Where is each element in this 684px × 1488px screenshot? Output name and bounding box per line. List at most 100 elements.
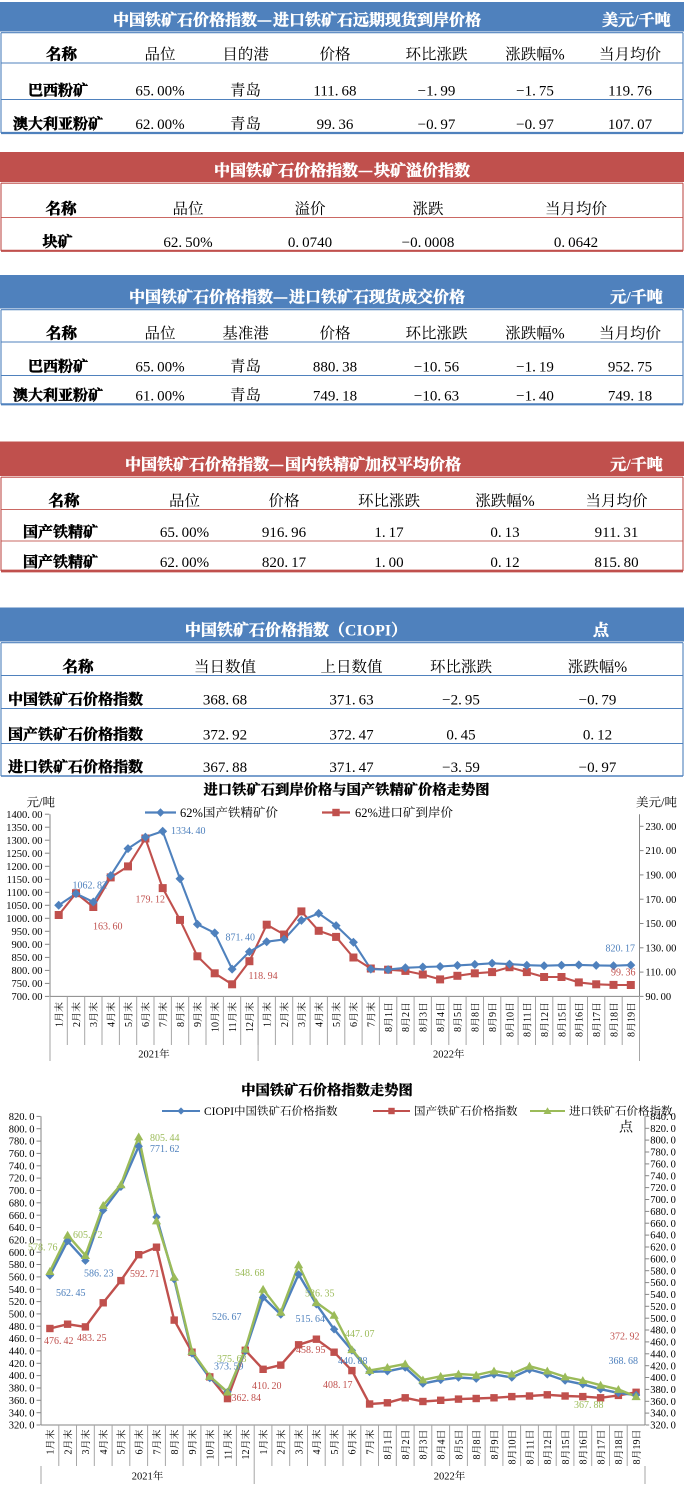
svg-text:600. 0: 600. 0 bbox=[9, 1248, 35, 1259]
svg-text:8: 8 bbox=[579, 1460, 590, 1465]
svg-text:3: 3 bbox=[297, 1022, 308, 1027]
svg-text:578. 76: 578. 76 bbox=[28, 1243, 58, 1254]
svg-text:62%: 62% bbox=[355, 806, 378, 820]
svg-text:771. 62: 771. 62 bbox=[150, 1144, 180, 1155]
svg-text:520. 0: 520. 0 bbox=[650, 1302, 676, 1313]
svg-text:373. 59: 373. 59 bbox=[214, 1362, 244, 1373]
svg-text:5: 5 bbox=[332, 1022, 343, 1027]
svg-text:740. 0: 740. 0 bbox=[650, 1171, 676, 1182]
svg-text:680. 0: 680. 0 bbox=[9, 1198, 35, 1209]
svg-text:8: 8 bbox=[437, 1455, 448, 1460]
svg-text:17: 17 bbox=[592, 1012, 603, 1022]
svg-text:320. 0: 320. 0 bbox=[9, 1421, 35, 1432]
svg-text:1: 1 bbox=[259, 1450, 270, 1455]
svg-text:871. 40: 871. 40 bbox=[226, 933, 256, 944]
svg-text:372. 47: 372. 47 bbox=[329, 728, 374, 744]
svg-text:600. 0: 600. 0 bbox=[650, 1254, 676, 1265]
svg-text:7: 7 bbox=[159, 1022, 170, 1027]
svg-text:3: 3 bbox=[81, 1450, 92, 1455]
svg-text:580. 0: 580. 0 bbox=[650, 1266, 676, 1277]
svg-text:480. 0: 480. 0 bbox=[9, 1322, 35, 1333]
svg-text:8: 8 bbox=[614, 1460, 625, 1465]
svg-text:1400. 00: 1400. 00 bbox=[6, 810, 42, 821]
svg-text:0. 12: 0. 12 bbox=[490, 555, 519, 571]
svg-text:−0. 97: −0. 97 bbox=[579, 760, 617, 776]
svg-text:8: 8 bbox=[384, 1027, 395, 1032]
svg-text:540. 0: 540. 0 bbox=[9, 1285, 35, 1296]
svg-text:%: % bbox=[552, 47, 565, 64]
svg-text:65. 00%: 65. 00% bbox=[135, 360, 184, 376]
svg-text:11: 11 bbox=[523, 1012, 534, 1022]
svg-text:1000. 00: 1000. 00 bbox=[6, 914, 42, 925]
svg-text:400. 0: 400. 0 bbox=[9, 1371, 35, 1382]
svg-text:/: / bbox=[39, 796, 43, 810]
svg-text:4: 4 bbox=[437, 1440, 448, 1445]
svg-text:9: 9 bbox=[193, 1022, 204, 1027]
svg-text:−0. 0008: −0. 0008 bbox=[402, 235, 455, 251]
svg-text:210. 00: 210. 00 bbox=[645, 846, 676, 857]
svg-text:605. 72: 605. 72 bbox=[73, 1230, 103, 1241]
svg-text:916. 96: 916. 96 bbox=[262, 525, 307, 541]
svg-text:8: 8 bbox=[488, 1027, 499, 1032]
svg-text:3: 3 bbox=[419, 1440, 430, 1445]
svg-text:371. 63: 371. 63 bbox=[329, 693, 373, 709]
svg-text:700. 00: 700. 00 bbox=[12, 992, 43, 1003]
svg-text:750. 00: 750. 00 bbox=[12, 979, 43, 990]
svg-text:360. 0: 360. 0 bbox=[650, 1397, 676, 1408]
svg-text:3: 3 bbox=[294, 1450, 305, 1455]
svg-text:/: / bbox=[625, 457, 631, 474]
svg-text:10: 10 bbox=[206, 1450, 217, 1460]
svg-text:2: 2 bbox=[277, 1450, 288, 1455]
svg-text:−2. 95: −2. 95 bbox=[442, 693, 480, 709]
svg-text:720. 0: 720. 0 bbox=[9, 1174, 35, 1185]
svg-text:10: 10 bbox=[508, 1440, 519, 1450]
svg-text:911. 31: 911. 31 bbox=[595, 525, 639, 541]
svg-text:8: 8 bbox=[383, 1455, 394, 1460]
svg-text:592. 71: 592. 71 bbox=[130, 1269, 160, 1280]
svg-text:9: 9 bbox=[490, 1440, 501, 1445]
svg-text:1050. 00: 1050. 00 bbox=[6, 901, 42, 912]
svg-text:0. 0740: 0. 0740 bbox=[288, 235, 332, 251]
svg-text:118. 94: 118. 94 bbox=[249, 971, 278, 982]
svg-text:7: 7 bbox=[365, 1450, 376, 1455]
svg-text:4: 4 bbox=[107, 1022, 118, 1027]
svg-text:4: 4 bbox=[436, 1012, 447, 1017]
svg-text:18: 18 bbox=[614, 1440, 625, 1450]
svg-text:150. 00: 150. 00 bbox=[645, 919, 676, 930]
svg-text:8: 8 bbox=[557, 1032, 568, 1037]
svg-text:10: 10 bbox=[211, 1022, 222, 1032]
svg-text:16: 16 bbox=[575, 1012, 586, 1022]
svg-text:815. 80: 815. 80 bbox=[594, 555, 638, 571]
svg-text:−1. 19: −1. 19 bbox=[516, 360, 554, 376]
svg-text:19: 19 bbox=[632, 1440, 643, 1450]
svg-text:3: 3 bbox=[89, 1022, 100, 1027]
svg-text:8: 8 bbox=[436, 1027, 447, 1032]
svg-text:8: 8 bbox=[540, 1032, 551, 1037]
svg-text:8: 8 bbox=[419, 1027, 430, 1032]
svg-text:620. 0: 620. 0 bbox=[650, 1243, 676, 1254]
svg-text:380. 0: 380. 0 bbox=[650, 1385, 676, 1396]
svg-text:562. 45: 562. 45 bbox=[56, 1288, 86, 1299]
svg-text:17: 17 bbox=[596, 1440, 607, 1450]
svg-text:375. 63: 375. 63 bbox=[217, 1354, 247, 1365]
svg-text:820. 0: 820. 0 bbox=[650, 1124, 676, 1135]
svg-text:1334. 40: 1334. 40 bbox=[171, 826, 206, 837]
svg-text:CIOPI: CIOPI bbox=[204, 1106, 234, 1118]
svg-text:850. 00: 850. 00 bbox=[12, 953, 43, 964]
svg-text:380. 0: 380. 0 bbox=[9, 1384, 35, 1395]
svg-text:62. 00%: 62. 00% bbox=[135, 117, 184, 133]
svg-text:3: 3 bbox=[419, 1012, 430, 1017]
svg-text:440. 0: 440. 0 bbox=[9, 1347, 35, 1358]
svg-text:2: 2 bbox=[72, 1022, 83, 1027]
svg-text:62. 00%: 62. 00% bbox=[160, 555, 209, 571]
svg-text:−0. 97: −0. 97 bbox=[516, 117, 554, 133]
svg-text:1: 1 bbox=[384, 1012, 395, 1017]
svg-text:1: 1 bbox=[263, 1022, 274, 1027]
svg-text:700. 0: 700. 0 bbox=[650, 1195, 676, 1206]
svg-text:800. 0: 800. 0 bbox=[9, 1124, 35, 1135]
svg-text:−10. 63: −10. 63 bbox=[414, 388, 459, 404]
svg-text:820. 17: 820. 17 bbox=[262, 555, 307, 571]
svg-text:8: 8 bbox=[627, 1032, 638, 1037]
svg-text:483. 25: 483. 25 bbox=[77, 1333, 107, 1344]
svg-text:/: / bbox=[625, 290, 631, 307]
